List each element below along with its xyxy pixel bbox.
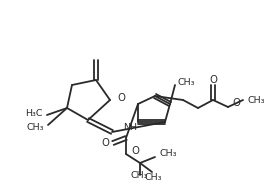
- Text: O: O: [131, 146, 139, 156]
- Text: CH₃: CH₃: [144, 174, 161, 182]
- Text: O: O: [117, 93, 125, 103]
- Text: CH₃: CH₃: [177, 78, 194, 86]
- Text: CH₃: CH₃: [247, 95, 265, 105]
- Text: CH₃: CH₃: [131, 171, 148, 179]
- Text: H₃C: H₃C: [26, 108, 43, 118]
- Text: O: O: [101, 138, 109, 148]
- Text: CH₃: CH₃: [26, 123, 44, 132]
- Text: O: O: [232, 98, 240, 108]
- Text: NH: NH: [123, 123, 137, 132]
- Text: O: O: [209, 75, 217, 85]
- Text: CH₃: CH₃: [159, 150, 177, 158]
